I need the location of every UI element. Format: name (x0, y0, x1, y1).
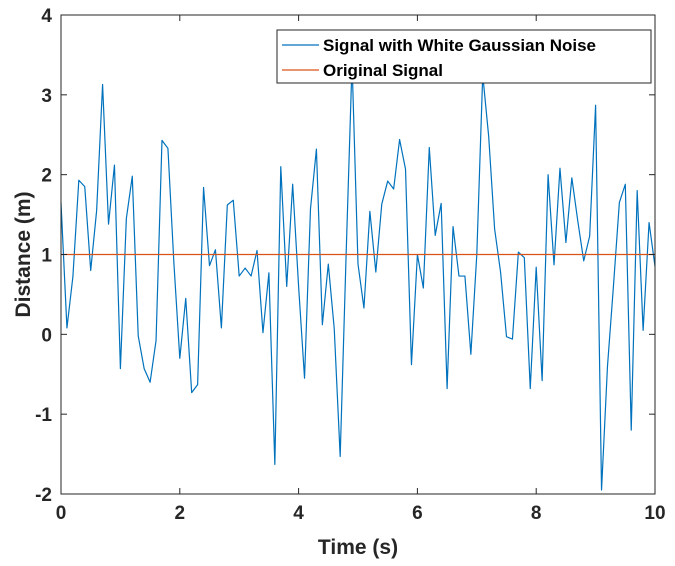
y-tick-label: 3 (41, 86, 52, 107)
tick-layer: 0 2 4 6 8 10 -2 -1 0 1 2 3 4 (35, 6, 665, 524)
x-tick-label: 6 (412, 503, 423, 524)
x-tick-label: 8 (531, 503, 542, 524)
legend: Signal with White Gaussian Noise Origina… (276, 29, 652, 84)
y-tick-label: 1 (41, 246, 52, 267)
series-line-noisy-signal (60, 62, 656, 491)
x-tick-label: 10 (644, 503, 665, 524)
series-layer (60, 62, 656, 491)
legend-label-noisy-signal: Signal with White Gaussian Noise (323, 36, 596, 55)
x-tick-label: 0 (56, 503, 67, 524)
y-tick-label: 4 (41, 6, 52, 27)
y-tick-label: 0 (41, 325, 52, 346)
y-axis-label: Distance (m) (12, 191, 35, 317)
y-tick-label: -2 (35, 485, 52, 506)
x-tick-label: 2 (175, 503, 186, 524)
legend-box (276, 29, 652, 84)
legend-label-original-signal: Original Signal (323, 61, 443, 80)
y-tick-label: 2 (41, 166, 52, 187)
x-tick-label: 4 (293, 503, 304, 524)
y-tick-label: -1 (35, 405, 52, 426)
x-axis-label: Time (s) (318, 536, 398, 559)
